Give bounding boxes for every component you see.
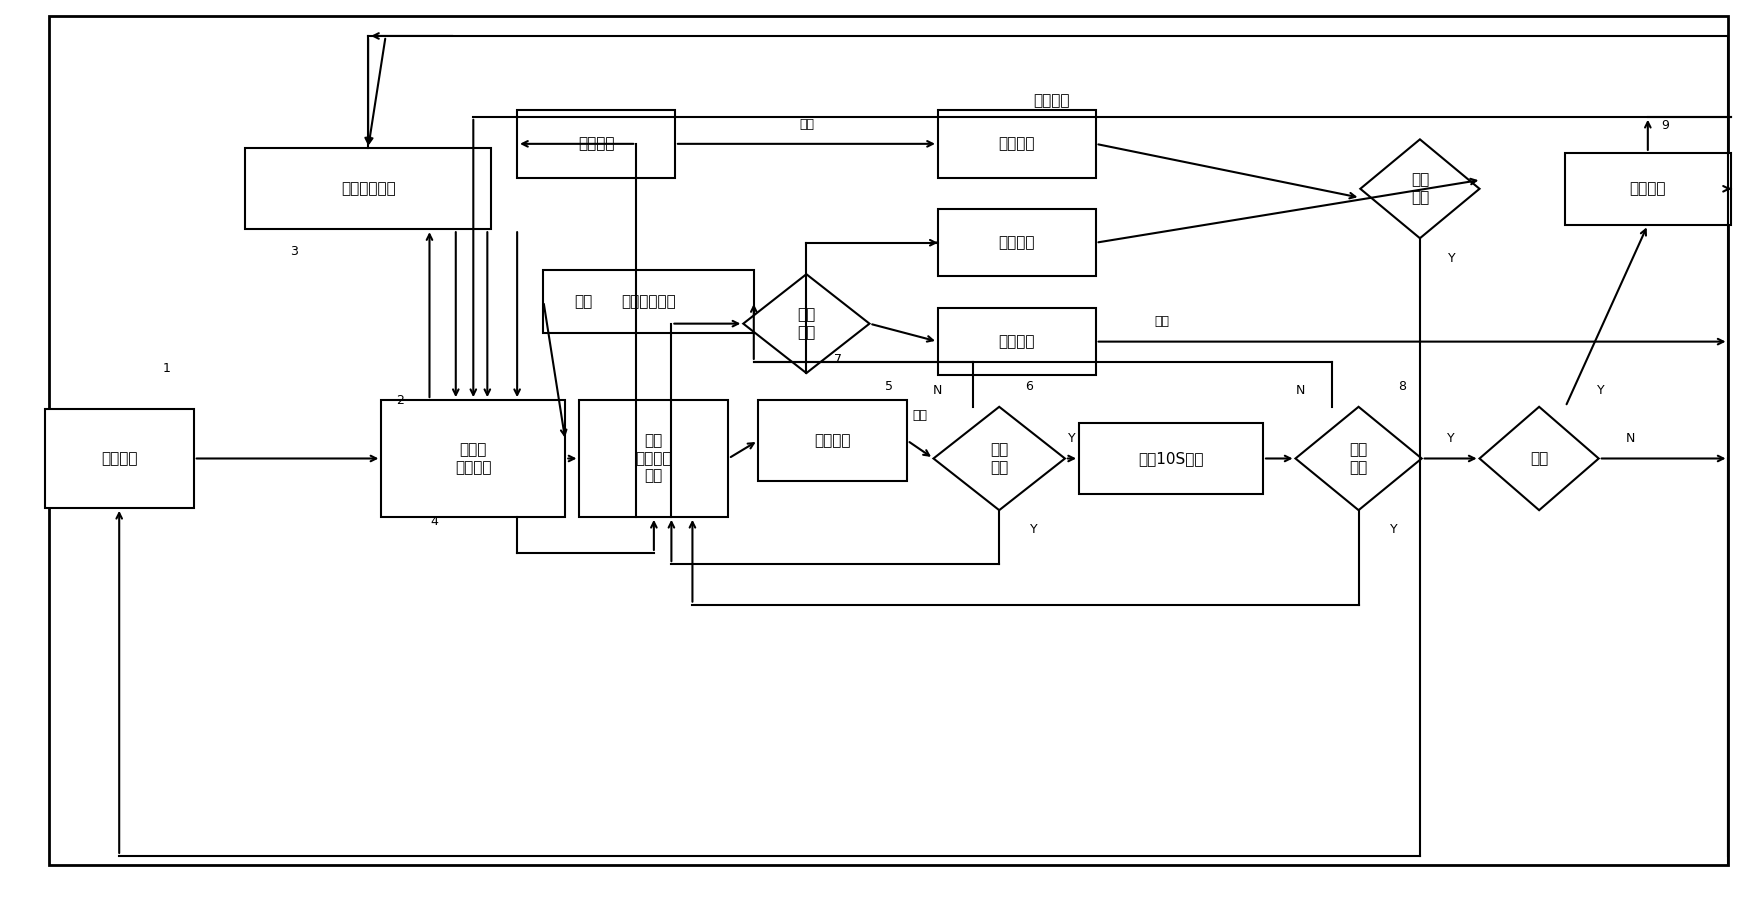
Text: N: N xyxy=(1295,384,1306,397)
Text: 8: 8 xyxy=(1399,380,1406,393)
FancyBboxPatch shape xyxy=(517,111,675,178)
Text: 手动退出: 手动退出 xyxy=(999,236,1034,250)
Text: 退出: 退出 xyxy=(799,118,813,130)
FancyBboxPatch shape xyxy=(938,111,1096,178)
Text: N: N xyxy=(1625,432,1636,445)
Text: 4: 4 xyxy=(431,515,438,528)
Text: 隔离
位置: 隔离 位置 xyxy=(798,307,815,340)
Text: 正转
电机停止
反转: 正转 电机停止 反转 xyxy=(636,433,671,484)
Text: Y: Y xyxy=(1448,252,1455,264)
Text: 欠压: 欠压 xyxy=(1530,451,1548,466)
Text: 故障
排除: 故障 排除 xyxy=(1411,173,1429,205)
Polygon shape xyxy=(743,274,869,373)
Text: 1: 1 xyxy=(163,362,170,375)
FancyBboxPatch shape xyxy=(938,209,1096,277)
Text: Y: Y xyxy=(1597,384,1604,397)
FancyBboxPatch shape xyxy=(578,400,729,517)
Text: Y: Y xyxy=(1390,523,1397,537)
Text: 7: 7 xyxy=(834,353,841,366)
Text: N: N xyxy=(933,384,943,397)
Text: 退出: 退出 xyxy=(1155,316,1169,328)
Text: 电机反转: 电机反转 xyxy=(1034,93,1069,108)
Text: 2: 2 xyxy=(396,394,403,406)
Text: Y: Y xyxy=(1031,523,1038,537)
FancyBboxPatch shape xyxy=(382,400,564,517)
Text: 红外遥控: 红外遥控 xyxy=(102,451,137,466)
FancyBboxPatch shape xyxy=(46,409,195,508)
Text: 工作
位置: 工作 位置 xyxy=(1350,442,1367,475)
Text: 实验
位置: 实验 位置 xyxy=(990,442,1008,475)
Text: 9: 9 xyxy=(1662,120,1669,132)
Text: 反转: 反转 xyxy=(575,294,593,308)
Text: 反转退出检修: 反转退出检修 xyxy=(621,294,677,308)
FancyBboxPatch shape xyxy=(245,148,491,229)
Text: 电机停止: 电机停止 xyxy=(999,137,1034,151)
Text: 5: 5 xyxy=(885,380,892,393)
FancyBboxPatch shape xyxy=(49,16,1728,865)
Text: Y: Y xyxy=(1446,432,1455,445)
Polygon shape xyxy=(933,406,1064,511)
FancyBboxPatch shape xyxy=(543,270,754,333)
Text: 抽屉单元: 抽屉单元 xyxy=(999,334,1034,349)
FancyBboxPatch shape xyxy=(1080,423,1262,494)
Text: 抽屉单元: 抽屉单元 xyxy=(578,137,614,151)
Polygon shape xyxy=(1360,139,1480,238)
Text: Y: Y xyxy=(1068,432,1076,445)
Text: 备用电源: 备用电源 xyxy=(1630,182,1665,196)
Text: 6: 6 xyxy=(1026,380,1033,393)
Text: 单片机
控制系统: 单片机 控制系统 xyxy=(456,442,491,475)
FancyBboxPatch shape xyxy=(938,307,1096,376)
Text: 3: 3 xyxy=(291,245,298,258)
FancyBboxPatch shape xyxy=(757,400,908,481)
Polygon shape xyxy=(1295,406,1422,511)
Text: 延时10S启动: 延时10S启动 xyxy=(1138,451,1204,466)
Polygon shape xyxy=(1480,406,1599,511)
Text: 进入: 进入 xyxy=(913,409,927,422)
Text: 抽屉单元: 抽屉单元 xyxy=(815,433,850,448)
FancyBboxPatch shape xyxy=(1564,153,1730,225)
Text: 远程控制终端: 远程控制终端 xyxy=(340,182,396,196)
